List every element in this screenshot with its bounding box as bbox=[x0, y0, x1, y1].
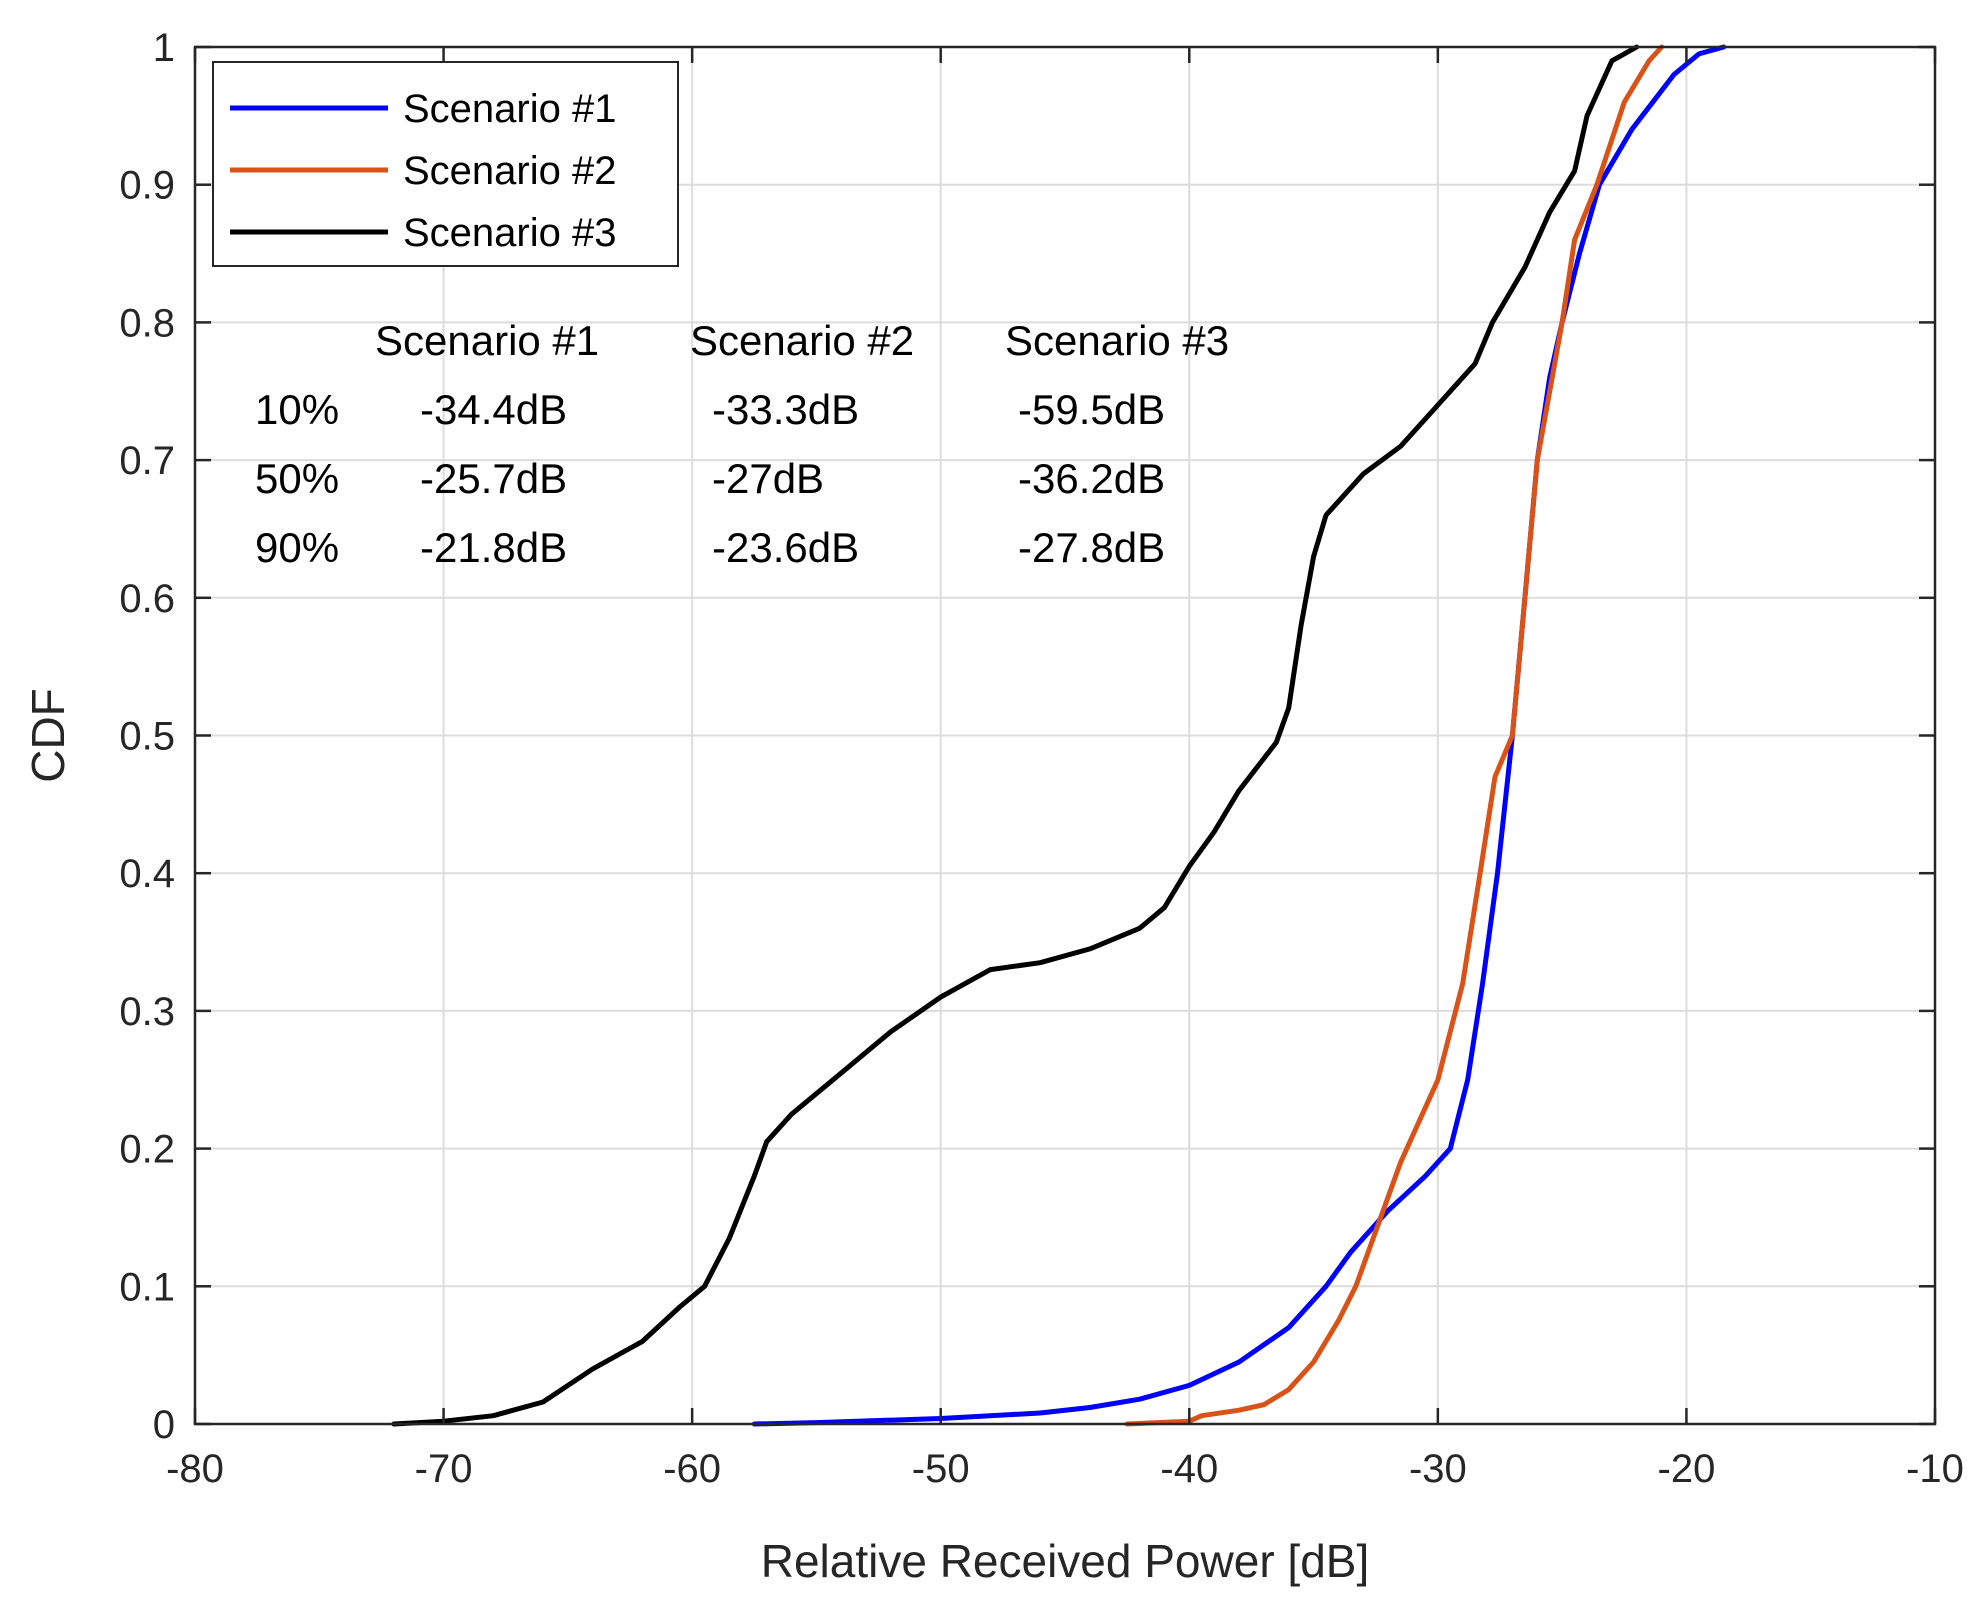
x-tick-label: -40 bbox=[1160, 1447, 1218, 1491]
legend-label-scenario-3: Scenario #3 bbox=[403, 211, 616, 255]
y-tick-label: 0.4 bbox=[119, 852, 175, 896]
y-tick-label: 0.5 bbox=[119, 715, 175, 759]
x-tick-label: -30 bbox=[1409, 1447, 1467, 1491]
y-tick-label: 0.1 bbox=[119, 1265, 175, 1309]
legend: Scenario #1 Scenario #2 Scenario #3 bbox=[212, 61, 679, 267]
y-tick-label: 0 bbox=[153, 1403, 175, 1447]
y-tick-label: 0.9 bbox=[119, 164, 175, 208]
anno-value: -36.2dB bbox=[1018, 455, 1165, 502]
y-tick-label: 0.7 bbox=[119, 439, 175, 483]
percentile-annotation-table: Scenario #1 Scenario #2 Scenario #3 10% … bbox=[255, 317, 1229, 571]
anno-row-label: 90% bbox=[255, 524, 339, 571]
anno-value: -21.8dB bbox=[420, 524, 567, 571]
y-tick-label: 0.8 bbox=[119, 301, 175, 345]
series-line-scenario-2 bbox=[1124, 44, 1665, 1427]
anno-row-label: 50% bbox=[255, 455, 339, 502]
y-tick-label: 0.3 bbox=[119, 990, 175, 1034]
y-tick-label: 0.6 bbox=[119, 577, 175, 621]
anno-value: -23.6dB bbox=[712, 524, 859, 571]
anno-value: -27.8dB bbox=[1018, 524, 1165, 571]
anno-value: -27dB bbox=[712, 455, 824, 502]
y-tick-label: 1 bbox=[153, 26, 175, 70]
anno-value: -25.7dB bbox=[420, 455, 567, 502]
anno-value: -33.3dB bbox=[712, 386, 859, 433]
series-line-scenario-3 bbox=[391, 44, 1640, 1427]
x-tick-label: -50 bbox=[912, 1447, 970, 1491]
anno-header-scenario-1: Scenario #1 bbox=[375, 317, 599, 364]
x-tick-label: -70 bbox=[415, 1447, 473, 1491]
anno-value: -34.4dB bbox=[420, 386, 567, 433]
legend-label-scenario-1: Scenario #1 bbox=[403, 87, 616, 131]
x-tick-label: -10 bbox=[1906, 1447, 1964, 1491]
series-lines bbox=[391, 44, 1727, 1427]
axis-ticks: -80 -70 -60 -50 -40 -30 -20 -10 0 0.1 0.2 0.3 0.4 0.5… bbox=[119, 26, 1964, 1491]
anno-header-scenario-2: Scenario #2 bbox=[690, 317, 914, 364]
x-tick-label: -60 bbox=[663, 1447, 721, 1491]
y-tick-label: 0.2 bbox=[119, 1128, 175, 1172]
series-line-scenario-1 bbox=[751, 44, 1727, 1427]
anno-header-scenario-3: Scenario #3 bbox=[1005, 317, 1229, 364]
anno-row-label: 10% bbox=[255, 386, 339, 433]
legend-label-scenario-2: Scenario #2 bbox=[403, 149, 616, 193]
anno-value: -59.5dB bbox=[1018, 386, 1165, 433]
y-axis-label: CDF bbox=[22, 688, 74, 783]
x-tick-label: -20 bbox=[1658, 1447, 1716, 1491]
x-axis-label: Relative Received Power [dB] bbox=[761, 1535, 1370, 1587]
x-tick-label: -80 bbox=[166, 1447, 224, 1491]
